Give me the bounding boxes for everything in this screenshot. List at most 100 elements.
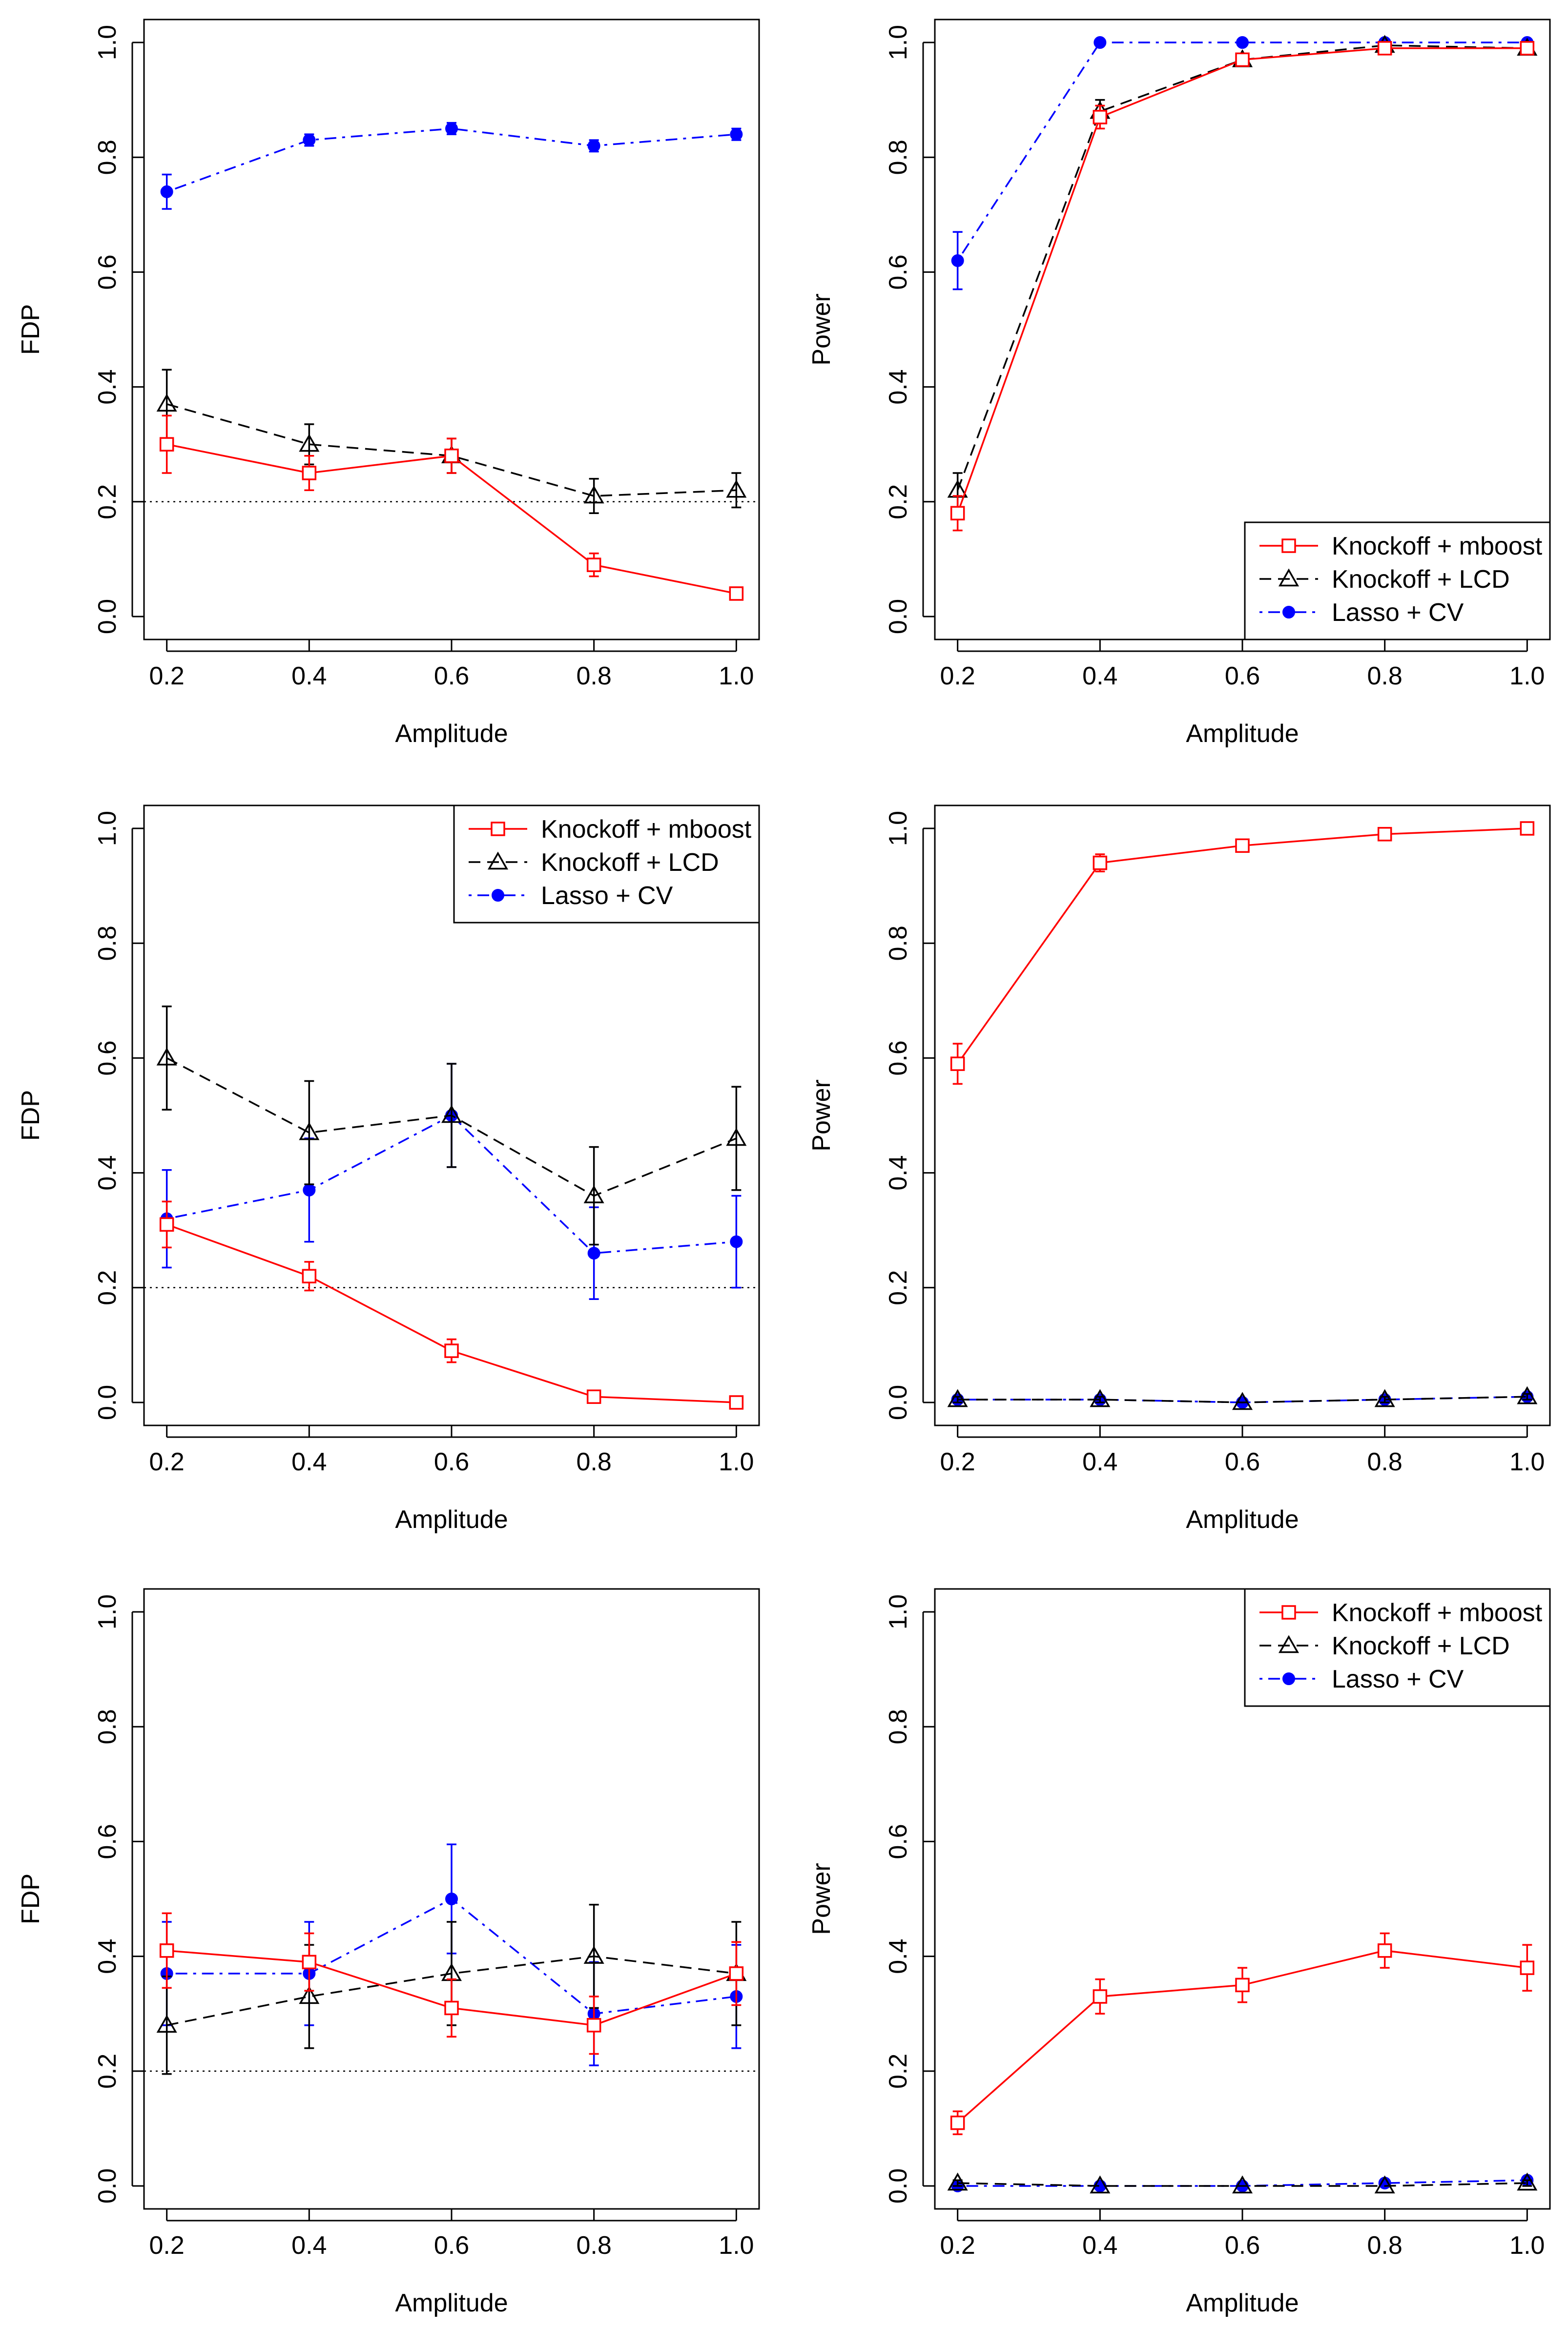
- x-tick-label: 0.4: [291, 2231, 327, 2260]
- point-lcd: [1374, 1389, 1395, 1407]
- y-tick-label: 0.6: [93, 1040, 122, 1075]
- plot-frame: [934, 804, 1551, 1426]
- y-tick-label: 0.6: [93, 254, 122, 289]
- y-tick-label: 1.0: [884, 25, 912, 60]
- y-axis-title: FDP: [17, 304, 45, 355]
- x-tick-label: 1.0: [1509, 1448, 1545, 1476]
- x-axis-title: Amplitude: [395, 1505, 508, 1534]
- point-mboost: [1235, 838, 1250, 853]
- x-tick-label: 0.2: [149, 662, 185, 690]
- series-line-lcd: [166, 403, 737, 497]
- point-mboost: [586, 1389, 601, 1404]
- x-tick-label: 0.6: [434, 1448, 469, 1476]
- legend-label-lcd: Knockoff + LCD: [1332, 1632, 1510, 1660]
- point-mboost: [586, 557, 601, 572]
- y-tick-label: 1.0: [93, 1594, 122, 1629]
- point-mboost: [302, 1955, 317, 1970]
- y-tick-label: 0.6: [884, 254, 912, 289]
- point-mboost: [1377, 827, 1392, 842]
- point-mboost: [1520, 41, 1535, 56]
- y-axis-title: Power: [807, 293, 836, 365]
- point-mboost: [729, 1395, 744, 1410]
- legend: Knockoff + mboost Knockoff + LCD Lasso + C…: [453, 804, 760, 924]
- panel-2-2: 0.2 0.4 0.6 0.8 1.0 Amplitude 0.0 0.2 0.4 0.6 0.8 1…: [807, 804, 1551, 1534]
- series-line-lasso: [957, 2179, 1527, 2187]
- series-line-mboost: [166, 1223, 737, 1403]
- legend-label-mboost: Knockoff + mboost: [1332, 1599, 1543, 1627]
- series-lasso: [160, 122, 743, 210]
- point-mboost: [1377, 41, 1392, 56]
- x-tick-label: 0.2: [149, 2231, 185, 2260]
- series-lcd: [156, 1005, 747, 1246]
- series-line-lcd: [957, 1396, 1527, 1403]
- x-tick-label: 1.0: [1509, 662, 1545, 690]
- y-tick-label: 0.4: [884, 1155, 912, 1190]
- legend-label-lcd: Knockoff + LCD: [1332, 565, 1510, 594]
- point-mboost: [444, 2000, 459, 2016]
- x-axis-title: Amplitude: [1186, 1505, 1299, 1534]
- point-mboost: [444, 1343, 459, 1358]
- point-lasso: [587, 139, 600, 152]
- y-axis-title: FDP: [17, 1090, 45, 1141]
- x-tick-label: 0.8: [577, 1448, 612, 1476]
- point-lasso: [303, 1183, 316, 1196]
- panel-3-2: 0.2 0.4 0.6 0.8 1.0 Amplitude 0.0 0.2 0.4 0.6 0.8 1…: [807, 1588, 1551, 2317]
- y-tick-label: 0.0: [93, 599, 122, 634]
- point-lcd: [947, 2172, 968, 2191]
- x-tick-label: 0.6: [434, 662, 469, 690]
- legend-label-lasso: Lasso + CV: [541, 882, 673, 910]
- x-tick-label: 0.4: [291, 1448, 327, 1476]
- y-tick-label: 0.4: [884, 369, 912, 404]
- series-mboost: [159, 1200, 744, 1410]
- x-tick-label: 0.8: [1367, 1448, 1403, 1476]
- series-lasso: [951, 36, 1534, 290]
- y-tick-label: 0.2: [884, 484, 912, 519]
- y-tick-label: 0.4: [884, 1938, 912, 1974]
- point-lcd: [1517, 2172, 1538, 2191]
- point-lcd: [947, 1389, 968, 1407]
- legend-marker-mboost: [1281, 538, 1296, 553]
- series-line-lasso: [166, 127, 737, 193]
- legend-marker-lasso: [1282, 606, 1295, 618]
- x-tick-label: 0.2: [940, 662, 975, 690]
- y-tick-label: 0.8: [884, 1709, 912, 1744]
- point-mboost: [1377, 1943, 1392, 1958]
- plot-frame: [143, 19, 760, 640]
- point-mboost: [950, 1056, 965, 1071]
- y-axis-title: FDP: [17, 1874, 45, 1924]
- x-tick-label: 0.2: [940, 2231, 975, 2260]
- point-mboost: [1093, 110, 1108, 124]
- x-tick-label: 0.8: [1367, 2231, 1403, 2260]
- point-mboost: [1235, 52, 1250, 67]
- x-tick-label: 0.8: [1367, 662, 1403, 690]
- x-axis-title: Amplitude: [395, 2289, 508, 2317]
- point-lcd: [156, 2015, 177, 2033]
- legend-marker-mboost: [1281, 1605, 1296, 1620]
- point-mboost: [1520, 1960, 1535, 1975]
- series-line-lcd: [957, 2182, 1527, 2187]
- x-tick-label: 1.0: [719, 2231, 754, 2260]
- point-lcd: [1232, 1392, 1253, 1410]
- point-lcd: [726, 1128, 747, 1146]
- x-tick-label: 0.6: [1225, 2231, 1260, 2260]
- point-lcd: [726, 479, 747, 498]
- legend-marker-lcd: [1278, 1635, 1300, 1653]
- y-axis-title: Power: [807, 1863, 836, 1935]
- point-lcd: [156, 393, 177, 412]
- point-lasso: [445, 1893, 458, 1905]
- panel-3-1: 0.2 0.4 0.6 0.8 1.0 Amplitude 0.0 0.2 0.4 0.6 0.8 1…: [17, 1588, 760, 2317]
- x-tick-label: 0.4: [291, 662, 327, 690]
- series-mboost: [950, 821, 1535, 1085]
- x-axis-title: Amplitude: [1186, 720, 1299, 748]
- point-mboost: [729, 1966, 744, 1981]
- x-tick-label: 0.4: [1082, 662, 1117, 690]
- y-tick-label: 0.0: [884, 599, 912, 634]
- x-axis-title: Amplitude: [1186, 2289, 1299, 2317]
- point-lcd: [583, 1946, 604, 1964]
- series-mboost: [159, 1912, 744, 2055]
- y-tick-label: 0.6: [93, 1824, 122, 1859]
- point-lasso: [730, 128, 743, 141]
- y-tick-label: 1.0: [93, 811, 122, 846]
- x-tick-label: 0.4: [1082, 1448, 1117, 1476]
